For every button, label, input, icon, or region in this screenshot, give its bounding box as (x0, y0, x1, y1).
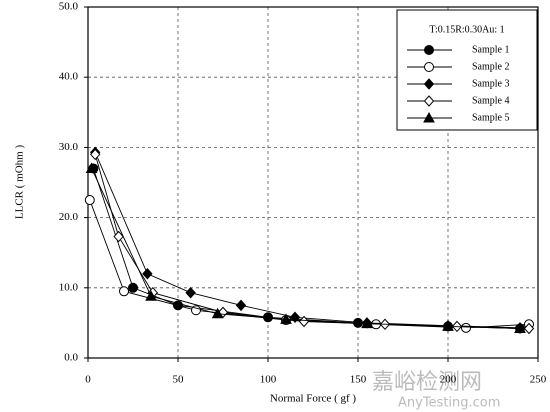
y-tick-label: 50.0 (59, 1, 79, 13)
x-tick-label: 250 (530, 374, 547, 386)
series-line (91, 168, 521, 329)
marker (514, 322, 526, 334)
marker (85, 162, 98, 173)
x-tick-label: 0 (85, 374, 91, 386)
x-axis-title: Normal Force ( gf ) (270, 393, 356, 405)
legend-title: T:0.15R:0.30Au: 1 (429, 24, 504, 35)
marker (113, 230, 124, 243)
legend-marker (423, 111, 435, 123)
marker (84, 195, 95, 206)
marker (142, 268, 153, 280)
legend-marker (423, 95, 435, 107)
watermark-title: 嘉峪检测网 (372, 370, 482, 395)
legend-label: Sample 1 (472, 44, 510, 55)
legend-label: Sample 5 (472, 112, 510, 123)
marker (461, 322, 471, 333)
marker (119, 286, 129, 297)
marker (128, 282, 138, 293)
marker (145, 290, 157, 301)
marker (235, 299, 247, 312)
y-tick-label: 10.0 (59, 281, 79, 293)
marker (280, 313, 292, 324)
watermark-url: AnyTesting.com (398, 396, 500, 411)
y-tick-label: 40.0 (59, 71, 79, 83)
legend-marker (424, 62, 434, 72)
y-tick-label: 0.0 (64, 352, 78, 364)
plot-frame (87, 6, 539, 359)
x-tick-label: 50 (173, 374, 185, 386)
y-tick-label: 20.0 (59, 211, 79, 223)
series-line (94, 154, 530, 329)
marker (442, 320, 454, 331)
x-tick-label: 150 (350, 374, 367, 386)
series-line (92, 168, 521, 329)
series-line (89, 199, 530, 329)
legend-label: Sample 3 (472, 78, 510, 89)
marker (523, 322, 535, 335)
legend-label: Sample 4 (472, 95, 510, 106)
legend-box (396, 9, 538, 131)
marker (191, 305, 201, 316)
legend-label: Sample 2 (472, 61, 510, 72)
x-tick-label: 200 (440, 374, 457, 386)
marker (185, 286, 196, 299)
y-tick-label: 30.0 (59, 141, 79, 153)
marker (90, 148, 101, 161)
marker (361, 317, 373, 329)
series-line (94, 152, 521, 329)
legend-marker (423, 78, 435, 90)
legend-marker (424, 45, 434, 55)
marker (211, 307, 224, 319)
y-axis-title: LLCR ( mOhm ) (14, 145, 26, 220)
x-tick-label: 100 (260, 374, 277, 386)
